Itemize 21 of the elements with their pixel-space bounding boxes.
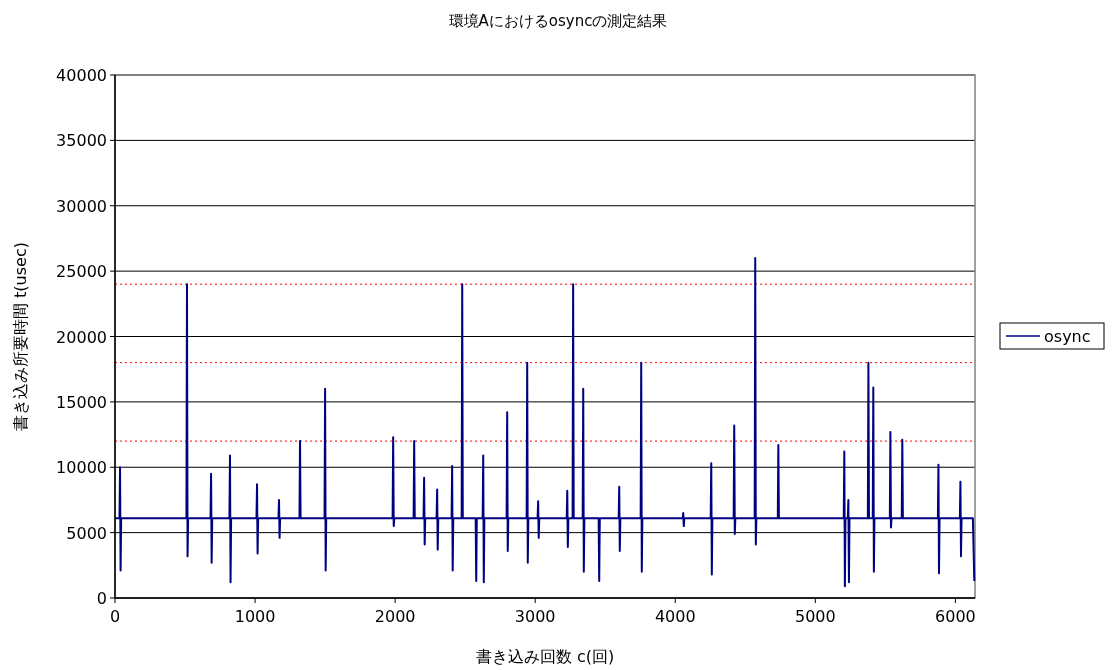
y-tick-label: 10000 <box>56 458 107 478</box>
x-tick-label: 2000 <box>374 607 416 626</box>
y-tick-label: 20000 <box>56 327 107 347</box>
x-tick-label: 3000 <box>514 607 556 626</box>
chart-title: 環境Aにおけるosyncの測定結果 <box>448 12 668 30</box>
x-tick-label: 4000 <box>654 607 696 626</box>
y-tick-label: 0 <box>96 589 107 608</box>
y-tick-label: 15000 <box>56 392 107 412</box>
x-tick-label: 5000 <box>794 607 836 626</box>
x-tick-label: 0 <box>109 607 121 626</box>
y-tick-label: 40000 <box>56 66 107 85</box>
legend: osync <box>999 322 1105 350</box>
x-tick-label: 1000 <box>234 607 276 626</box>
legend-label: osync <box>1044 327 1091 346</box>
y-tick-label: 25000 <box>56 262 107 282</box>
y-tick-label: 5000 <box>66 523 107 543</box>
x-tick-label: 6000 <box>935 607 976 626</box>
x-axis-title: 書き込み回数 c(回) <box>475 647 615 666</box>
y-axis-title: 書き込み所要時間 t(usec) <box>11 242 30 431</box>
y-tick-label: 35000 <box>56 131 107 151</box>
y-tick-label: 30000 <box>56 196 107 216</box>
